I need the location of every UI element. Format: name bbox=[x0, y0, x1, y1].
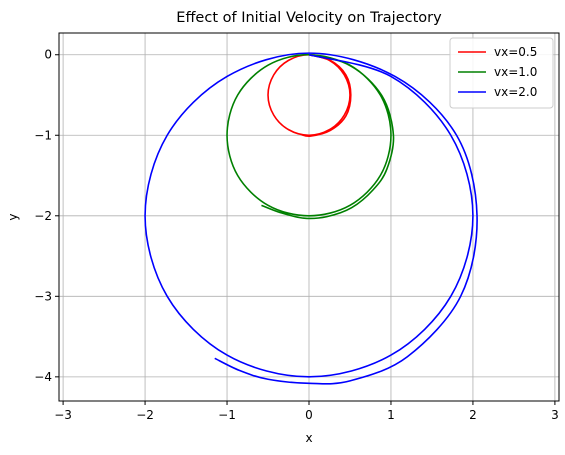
legend: vx=0.5 vx=1.0 vx=2.0 bbox=[449, 37, 554, 109]
chart-title: Effect of Initial Velocity on Trajectory bbox=[176, 10, 442, 26]
y-tick-label: −2 bbox=[34, 209, 52, 223]
y-tick-label: −4 bbox=[34, 370, 52, 384]
x-tick-label: 1 bbox=[387, 408, 395, 422]
series-line-3 bbox=[144, 52, 478, 385]
legend-label: vx=1.0 bbox=[494, 65, 537, 79]
series-lines bbox=[144, 52, 478, 385]
axis-ticks: −3 −2 −1 0 1 2 3 0 −1 −2 −3 −4 bbox=[34, 48, 558, 422]
x-tick-label: −3 bbox=[54, 408, 72, 422]
x-tick-label: 3 bbox=[551, 408, 559, 422]
x-tick-label: −1 bbox=[218, 408, 236, 422]
x-tick-label: 2 bbox=[469, 408, 477, 422]
series-line-1 bbox=[267, 53, 352, 138]
x-tick-label: −2 bbox=[136, 408, 154, 422]
x-tick-label: 0 bbox=[305, 408, 313, 422]
legend-box bbox=[449, 37, 554, 109]
y-tick-label: −3 bbox=[34, 289, 52, 303]
series-line-2 bbox=[226, 53, 395, 220]
legend-label: vx=0.5 bbox=[494, 45, 537, 59]
legend-label: vx=2.0 bbox=[494, 85, 537, 99]
y-axis-label: y bbox=[6, 213, 20, 220]
x-axis-label: x bbox=[305, 431, 312, 445]
y-tick-label: 0 bbox=[44, 48, 52, 62]
y-tick-label: −1 bbox=[34, 128, 52, 142]
